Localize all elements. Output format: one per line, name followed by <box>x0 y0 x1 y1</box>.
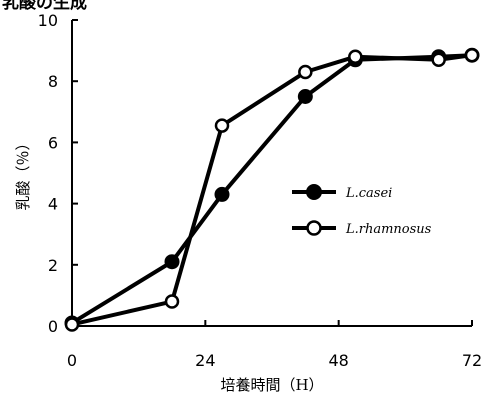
data-point-l-casei <box>164 254 180 270</box>
y-tick-label: 4 <box>48 195 58 214</box>
legend-label-l-casei: L.casei <box>345 186 392 201</box>
data-point-l-rhamnosus <box>164 294 180 309</box>
y-axis-label: 乳酸（％） <box>14 135 32 210</box>
x-tick-label: 0 <box>67 351 77 370</box>
data-point-l-rhamnosus <box>298 64 313 80</box>
y-tick-label: 6 <box>48 133 58 152</box>
y-ticks: 0 2 4 6 8 10 <box>38 11 78 336</box>
axes <box>71 20 472 327</box>
legend-marker-l-rhamnosus <box>306 220 322 236</box>
data-point-l-casei <box>214 186 230 202</box>
series-l-casei <box>64 47 480 331</box>
x-tick-label: 48 <box>328 351 348 370</box>
legend-marker-l-casei <box>306 184 322 200</box>
data-point-l-rhamnosus <box>348 49 363 64</box>
legend-item-l-rhamnosus: L.rhamnosus <box>292 220 432 237</box>
legend-label-l-rhamnosus: L.rhamnosus <box>345 222 432 237</box>
y-tick-label: 2 <box>48 256 58 275</box>
x-tick-label: 72 <box>462 351 482 370</box>
data-point-l-rhamnosus <box>464 47 480 63</box>
data-point-l-rhamnosus <box>214 118 230 133</box>
series-layer <box>64 47 480 332</box>
series-l-rhamnosus <box>64 47 480 332</box>
x-ticks: 0 24 48 72 <box>67 320 482 370</box>
legend-item-l-casei: L.casei <box>292 184 392 201</box>
y-tick-label: 10 <box>38 11 58 30</box>
data-point-l-rhamnosus <box>64 317 80 332</box>
y-tick-label: 8 <box>48 72 58 91</box>
chart-title: 乳酸の生成 <box>2 0 87 13</box>
data-point-l-casei <box>297 89 313 104</box>
legend: L.casei L.rhamnosus <box>292 184 432 237</box>
data-point-l-rhamnosus <box>431 52 446 68</box>
y-tick-label: 0 <box>48 317 58 336</box>
x-tick-label: 24 <box>195 351 215 370</box>
x-axis-label: 培養時間（H） <box>220 376 323 394</box>
